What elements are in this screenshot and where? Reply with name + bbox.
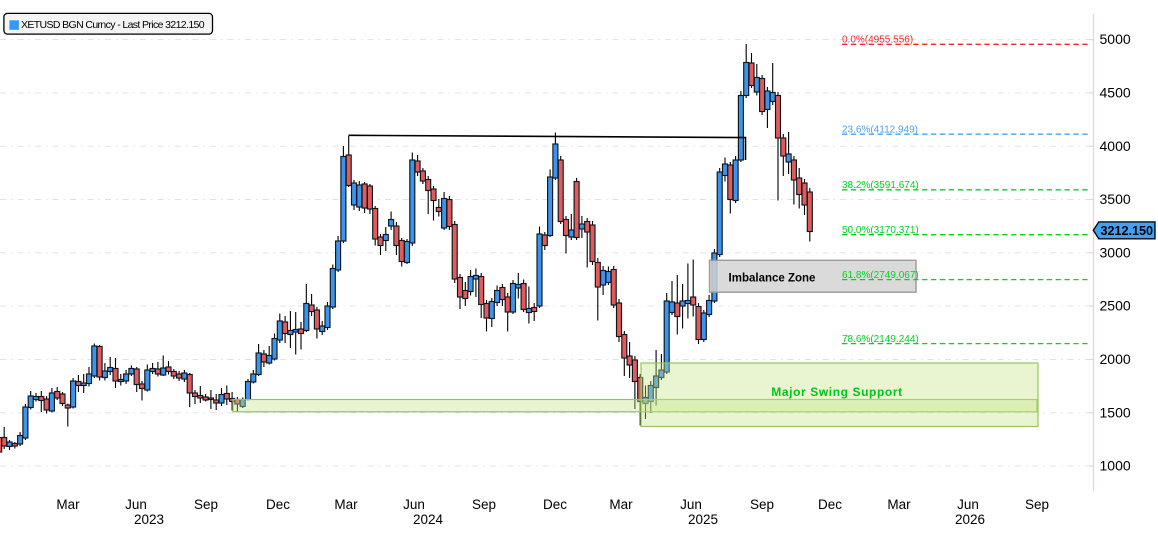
svg-text:Jun: Jun [125,497,147,512]
svg-text:Sep: Sep [472,497,496,512]
svg-text:Dec: Dec [818,497,842,512]
svg-text:2500: 2500 [1100,298,1131,314]
svg-text:2024: 2024 [413,512,444,527]
svg-text:Mar: Mar [334,497,358,512]
svg-text:5000: 5000 [1100,31,1131,47]
svg-text:4000: 4000 [1100,138,1131,154]
svg-text:78.6%(2149.244): 78.6%(2149.244) [842,334,919,345]
svg-text:50.0%(3170.371): 50.0%(3170.371) [842,225,919,236]
svg-text:0.0%(4955.556): 0.0%(4955.556) [842,35,913,46]
svg-text:Jun: Jun [680,497,702,512]
svg-text:38.2%(3591.674): 38.2%(3591.674) [842,180,919,191]
svg-text:4500: 4500 [1100,85,1131,101]
svg-text:Mar: Mar [887,497,911,512]
svg-text:Jun: Jun [403,497,425,512]
svg-text:XETUSD BGN Curncy - Last Price: XETUSD BGN Curncy - Last Price 3212.150 [21,19,205,31]
svg-text:Sep: Sep [750,497,774,512]
svg-text:Jun: Jun [957,497,979,512]
svg-text:Imbalance Zone: Imbalance Zone [729,273,816,285]
svg-text:Sep: Sep [1025,497,1049,512]
svg-text:Sep: Sep [194,497,218,512]
svg-text:1000: 1000 [1100,458,1131,474]
svg-text:61.8%(2749.067): 61.8%(2749.067) [842,270,919,281]
svg-text:Dec: Dec [266,497,290,512]
svg-text:2000: 2000 [1100,351,1131,367]
svg-text:3500: 3500 [1100,191,1131,207]
svg-text:Mar: Mar [609,497,633,512]
svg-text:23.6%(4112.949): 23.6%(4112.949) [842,124,918,135]
svg-text:2023: 2023 [134,512,164,527]
svg-text:Major Swing Support: Major Swing Support [771,385,902,399]
svg-text:Mar: Mar [56,497,80,512]
svg-text:Dec: Dec [543,497,567,512]
svg-text:1500: 1500 [1100,404,1131,420]
svg-text:3000: 3000 [1100,244,1131,260]
svg-text:2025: 2025 [688,512,718,527]
svg-text:2026: 2026 [955,512,985,527]
svg-text:3212.150: 3212.150 [1101,224,1154,238]
